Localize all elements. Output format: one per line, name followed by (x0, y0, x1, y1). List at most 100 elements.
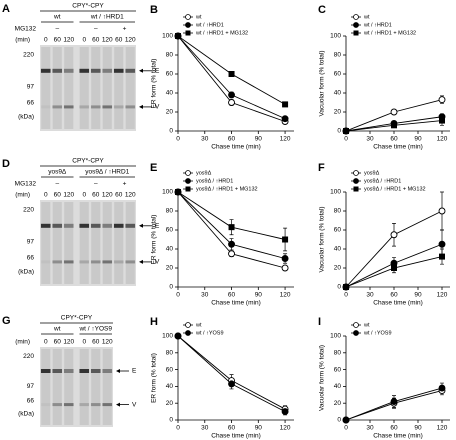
legend-label: wt / ↑HRD1 (195, 22, 224, 28)
band-v (90, 105, 101, 109)
marker (281, 115, 289, 123)
y-tick-label: 20 (334, 109, 342, 116)
legend-marker (185, 30, 191, 36)
band-e (125, 68, 136, 73)
group-label: wt (53, 14, 61, 21)
group-label: wt / ↑YOS9 (78, 326, 112, 333)
legend-marker (353, 30, 359, 36)
group-label: wt / ↑HRD1 (90, 14, 124, 21)
panel-letter: F (318, 162, 325, 174)
band-e (40, 68, 51, 73)
x-tick-label: 120 (280, 136, 291, 143)
band-v (40, 403, 51, 407)
lane-smear (102, 202, 112, 284)
x-axis-title: Chase time (min) (373, 433, 422, 440)
legend-marker (353, 170, 359, 176)
legend-label: wt / ↑YOS9 (363, 330, 392, 336)
treatment-label: – (94, 26, 98, 33)
lane-time: 0 (82, 37, 86, 44)
legend-label: yos9Δ / ↑HRD1 (364, 178, 401, 184)
lane-time: 0 (82, 339, 86, 346)
marker (281, 408, 289, 416)
x-tick-label: 60 (390, 136, 398, 143)
band-e (113, 223, 124, 228)
lane-smear (64, 202, 74, 284)
lane-smear (79, 47, 89, 129)
x-tick-label: 60 (228, 425, 236, 432)
band-label: V (155, 104, 160, 111)
treatment-label: + (123, 26, 127, 33)
marker (281, 264, 289, 272)
lane-smear (79, 202, 89, 284)
marker (175, 189, 181, 195)
series-line (345, 210, 443, 288)
lane-time: 120 (102, 37, 113, 44)
y-tick-label: 0 (169, 284, 173, 291)
marker (390, 398, 398, 405)
mw-label: 66 (27, 398, 35, 405)
marker (390, 108, 398, 116)
lane-time: 120 (102, 192, 113, 199)
band-e (90, 223, 101, 228)
y-tick-label: 40 (166, 90, 174, 97)
legend-marker (353, 330, 359, 336)
arrow-head (116, 369, 120, 373)
y-tick-label: 80 (166, 208, 174, 215)
series-line (177, 35, 286, 120)
legend-marker (185, 186, 191, 192)
legend-marker (353, 14, 359, 20)
y-tick-label: 40 (334, 246, 342, 253)
band-e (79, 369, 90, 373)
legend-label: wt (195, 322, 202, 328)
panel-letter: B (150, 4, 158, 16)
group-label: wt (53, 326, 61, 333)
band-v (79, 260, 90, 264)
y-tick-label: 80 (334, 52, 342, 59)
lane-smear (114, 47, 124, 129)
y-tick-label: 40 (166, 383, 174, 390)
lane-smear (91, 349, 101, 425)
band-e (40, 223, 51, 228)
arrow-head (139, 223, 143, 228)
gel-title: CPY*-CPY (72, 3, 104, 10)
lane-time: 60 (54, 37, 62, 44)
arrow-head (116, 402, 120, 407)
band-label: E (132, 368, 137, 375)
marker (228, 380, 235, 388)
gel-image (40, 347, 113, 427)
panel-letter: D (2, 158, 10, 170)
series-line (177, 335, 286, 410)
band-v (63, 403, 74, 407)
x-axis-title: Chase time (min) (211, 144, 260, 151)
y-tick-label: 80 (166, 350, 174, 357)
x-tick-label: 90 (414, 292, 422, 299)
x-tick-label: 120 (437, 136, 448, 143)
band-label: E (155, 223, 160, 230)
x-tick-label: 30 (366, 136, 374, 143)
legend-marker (185, 14, 191, 20)
marker (439, 253, 445, 260)
x-axis-title: Chase time (min) (211, 433, 260, 440)
lane-smear (91, 202, 101, 284)
marker (228, 250, 235, 258)
lane-time: 0 (44, 192, 48, 199)
band-v (79, 105, 90, 109)
treatment-name: MG132 (15, 26, 37, 33)
y-tick-label: 20 (334, 265, 342, 272)
lane-time: 60 (92, 192, 100, 199)
lane-smear (41, 202, 51, 284)
lane-smear (64, 349, 74, 425)
lane-smear (52, 47, 62, 129)
marker (282, 101, 289, 108)
band-v (125, 105, 136, 109)
treatment-label: – (94, 181, 98, 188)
x-tick-label: 30 (366, 292, 374, 299)
y-tick-label: 60 (334, 227, 342, 234)
y-tick-label: 0 (337, 417, 341, 424)
x-tick-label: 120 (437, 292, 448, 299)
gel-title: CPY*-CPY (61, 315, 93, 322)
x-tick-label: 0 (176, 136, 180, 143)
panel-letter: A (2, 3, 10, 15)
legend-label: yos9Δ / ↑HRD1 (196, 178, 233, 184)
y-axis-title: Vacuolar form (% total) (319, 345, 326, 411)
